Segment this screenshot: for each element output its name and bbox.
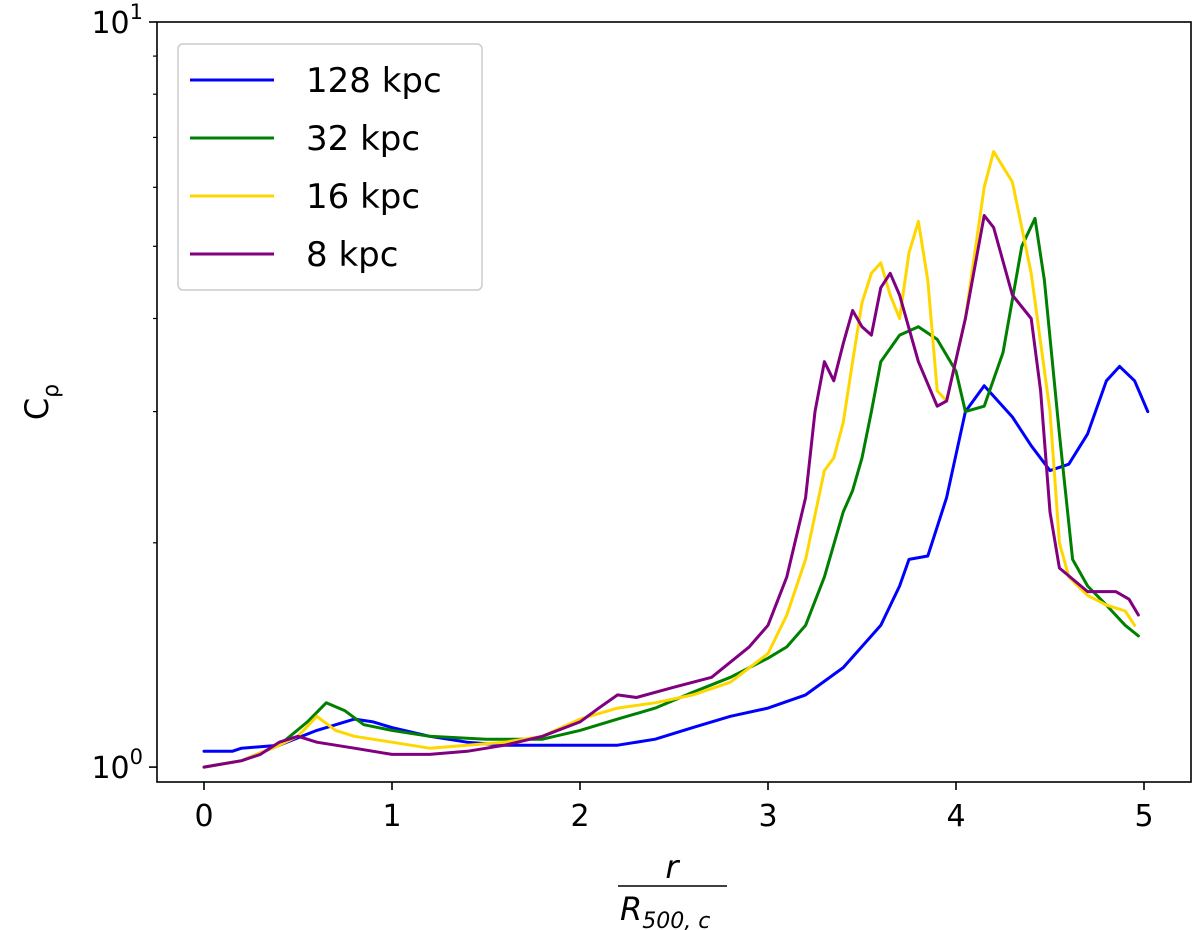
- series-line-128-kpc: [202, 364, 1150, 753]
- x-axis-label-denominator: R500, c: [620, 890, 710, 930]
- y-axis-label-sub: ρ: [39, 384, 64, 398]
- legend-label: 16 kpc: [306, 177, 420, 217]
- series-layer: [202, 150, 1150, 769]
- y-tick-label: 101: [91, 0, 143, 41]
- legend-label: 8 kpc: [306, 235, 398, 275]
- x-tick-label: 5: [1134, 799, 1153, 834]
- y-axis: 100 101: [91, 0, 157, 786]
- x-axis-label-denominator-sub: 500, c: [642, 909, 710, 930]
- y-axis-label: Cρ: [18, 384, 64, 420]
- plot-frame: [156, 21, 1192, 783]
- series-line-32-kpc: [202, 216, 1140, 769]
- y-tick-label: 100: [91, 745, 143, 786]
- series-line-8-kpc: [202, 214, 1140, 769]
- x-axis: 0 1 2 3 4 5: [194, 782, 1154, 834]
- x-tick-label: 2: [570, 799, 589, 834]
- x-axis-label-denominator-base: R: [620, 890, 642, 928]
- legend-box: [177, 43, 483, 291]
- x-tick-label: 4: [946, 799, 965, 834]
- x-tick-label: 1: [382, 799, 401, 834]
- x-axis-label-numerator: r: [665, 848, 680, 886]
- x-tick-label: 0: [194, 799, 213, 834]
- legend: 128 kpc 32 kpc 16 kpc 8 kpc: [177, 43, 483, 291]
- legend-label: 128 kpc: [306, 61, 442, 101]
- x-tick-label: 3: [758, 799, 777, 834]
- series-line-16-kpc: [202, 150, 1137, 769]
- y-axis-label-base: C: [18, 398, 56, 420]
- legend-label: 32 kpc: [306, 119, 420, 159]
